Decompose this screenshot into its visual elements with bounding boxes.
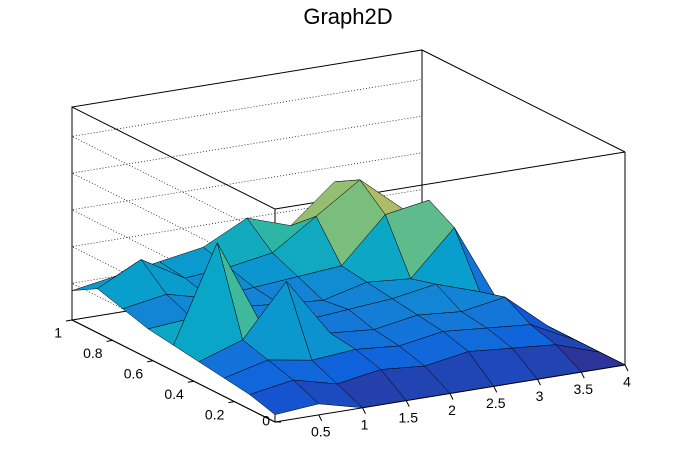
y-tick bbox=[106, 339, 113, 342]
x-tick-label: 1.5 bbox=[399, 409, 419, 425]
x-tick-label: 0.5 bbox=[311, 424, 331, 440]
x-tick-label: 3.5 bbox=[574, 381, 594, 397]
y-tick-label: 1 bbox=[54, 325, 62, 341]
y-tick-label: 0.2 bbox=[205, 406, 225, 422]
x-tick-label: 4 bbox=[623, 374, 631, 390]
y-tick bbox=[65, 319, 73, 322]
grid-line bbox=[70, 115, 423, 276]
z-tick-label: 0 bbox=[262, 413, 270, 429]
y-tick-label: 0.4 bbox=[164, 386, 184, 402]
x-tick-label: 2 bbox=[448, 402, 456, 418]
x-tick bbox=[624, 364, 629, 372]
x-tick-label: 2.5 bbox=[486, 395, 506, 411]
chart-title: Graph2D bbox=[303, 4, 392, 29]
grid-line bbox=[70, 79, 423, 239]
y-tick-label: 0.6 bbox=[124, 366, 144, 382]
top-right-edge bbox=[421, 49, 626, 153]
x-tick bbox=[537, 379, 541, 386]
y-tick-label: 0.8 bbox=[83, 345, 103, 361]
y-axis bbox=[71, 319, 276, 423]
x-tick bbox=[580, 371, 585, 379]
x-tick bbox=[449, 393, 454, 400]
y-tick bbox=[147, 360, 154, 363]
y-tick bbox=[187, 380, 194, 383]
x-tick-label: 3 bbox=[536, 388, 544, 404]
x-tick bbox=[318, 414, 323, 422]
y-tick bbox=[228, 401, 235, 404]
x-tick-label: 1 bbox=[361, 416, 369, 432]
x-tick bbox=[362, 407, 366, 414]
x-tick bbox=[493, 386, 498, 393]
x-tick bbox=[405, 400, 410, 407]
surface-cell bbox=[249, 379, 320, 415]
